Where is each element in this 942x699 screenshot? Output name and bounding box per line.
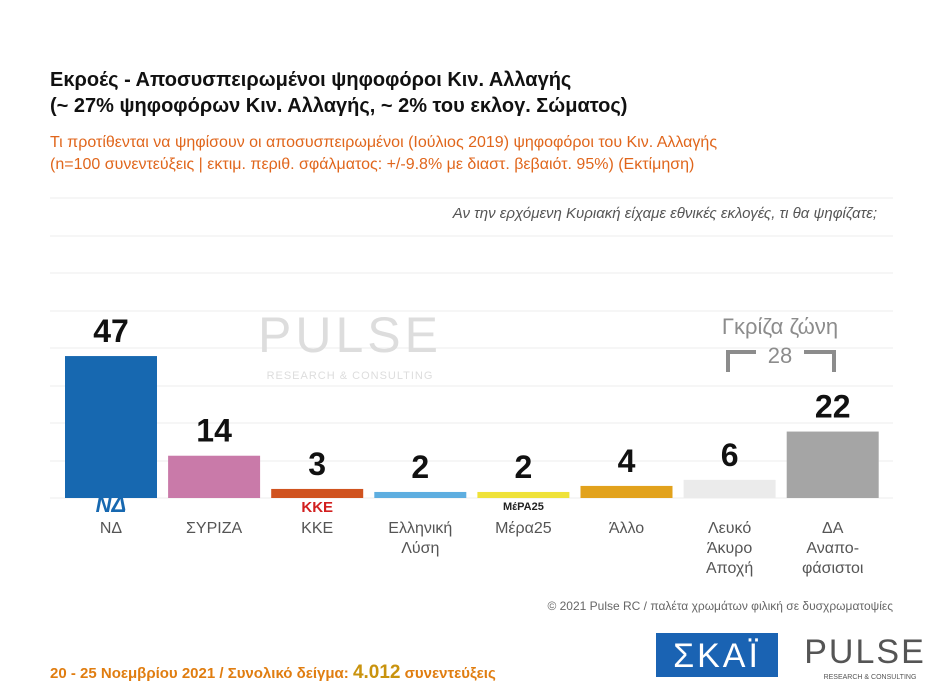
title: (~ 27% ψηφοφόρων Κιν. Αλλαγής, ~ 2% του … [50,95,627,117]
category-label: ΣΥΡΙΖΑ [186,520,243,537]
category-label: Άλλο [608,520,645,537]
category-label: ΚΚΕ [301,520,334,537]
subtitle: Τι προτίθενται να ψηφίσουν οι αποσυσπειρ… [50,134,717,151]
watermark: PULSE [258,307,442,363]
watermark: RESEARCH & CONSULTING [267,370,434,382]
value-label: 14 [196,413,232,449]
bar [168,455,261,498]
footer: 20 - 25 Νοεμβρίου 2021 / Συνολικό δείγμα… [50,662,496,683]
gray-zone-label: Γκρίζα ζώνη [722,314,838,339]
question: Αν την ερχόμενη Κυριακή είχαμε εθνικές ε… [452,205,877,222]
broadcaster-logo [656,633,778,677]
party-logo: ΚΚΕ [301,499,333,516]
value-label: 47 [93,313,129,349]
value-label: 6 [721,437,739,473]
footer-unit: συνεντεύξεις [405,665,496,682]
copyright: © 2021 Pulse RC / παλέτα χρωμάτων φιλική… [547,599,893,613]
value-label: 22 [815,389,851,425]
bar [683,479,776,498]
value-label: 2 [411,449,429,485]
brand-logo: PULSE [804,633,926,671]
value-label: 3 [308,446,326,482]
category-label: Λευκό Άκυρο Αποχή [705,520,754,577]
footer-sample: 4.012 [353,662,401,683]
party-logo: ΝΔ [96,492,127,517]
gray-zone-bracket [726,350,836,372]
bar [477,491,570,498]
category-label: ΔΑ Αναπο- φάσιστοι [801,520,864,577]
category-label: ΝΔ [99,520,123,537]
subtitle: (n=100 συνεντεύξεις | εκτιμ. περιθ. σφάλ… [50,156,694,173]
value-label: 2 [515,449,533,485]
category-label: Μέρα25 [495,520,552,537]
bar [374,491,467,498]
bar [271,488,364,498]
bar [786,431,879,498]
party-logo: ΜέΡΑ25 [503,501,544,513]
bar [580,485,673,498]
gray-zone-value: 28 [768,343,792,368]
background-lines [50,197,893,499]
category-label: Ελληνική Λύση [388,520,453,557]
broadcaster-name: ΣΚΑΪ [673,637,761,675]
bar [65,356,157,498]
title: Εκροές - Αποσυσπειρωμένοι ψηφοφόροι Κιν.… [50,69,571,91]
brand-tagline: RESEARCH & CONSULTING [824,674,917,681]
footer-dates: 20 - 25 Νοεμβρίου 2021 / Συνολικό δείγμα… [50,665,349,682]
value-label: 4 [618,443,636,479]
